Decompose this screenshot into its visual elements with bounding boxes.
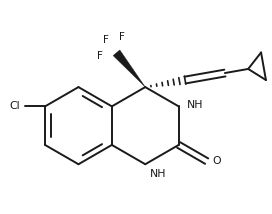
Text: NH: NH xyxy=(150,169,167,179)
Text: F: F xyxy=(103,35,109,45)
Text: Cl: Cl xyxy=(10,101,20,111)
Text: NH: NH xyxy=(187,100,203,110)
Text: F: F xyxy=(97,51,103,61)
Text: O: O xyxy=(212,156,221,166)
Text: F: F xyxy=(119,32,125,42)
Polygon shape xyxy=(113,50,145,87)
